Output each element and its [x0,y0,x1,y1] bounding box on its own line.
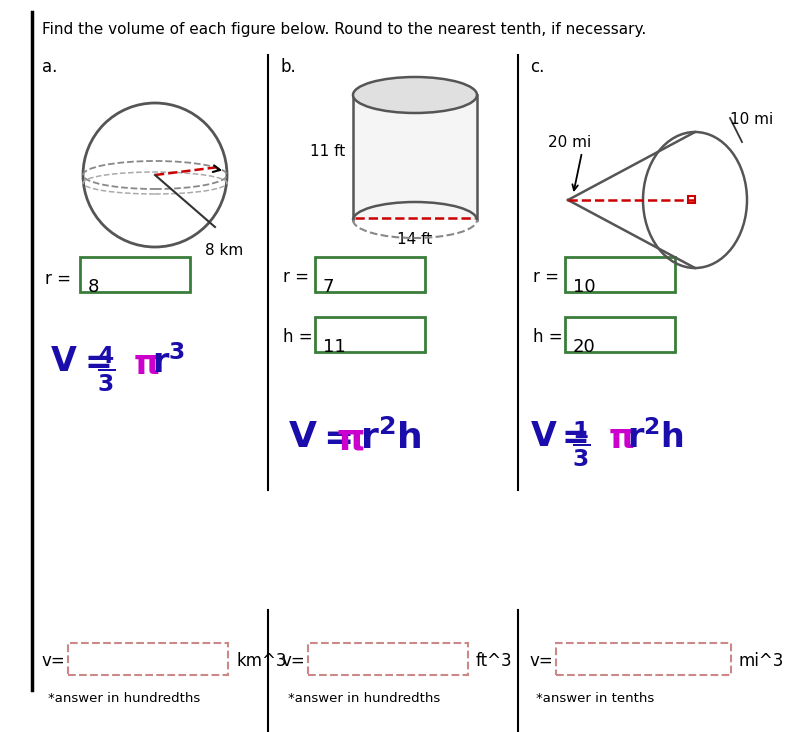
Text: 10: 10 [573,278,596,296]
Text: $\mathbf{=}$: $\mathbf{=}$ [316,420,351,454]
Text: $\mathbf{V}$: $\mathbf{V}$ [288,420,318,454]
Text: ft^3: ft^3 [476,652,513,670]
Text: $\mathbf{=}$: $\mathbf{=}$ [78,345,111,378]
Text: h =: h = [533,328,562,346]
Text: $\mathbf{\pi}$: $\mathbf{\pi}$ [608,422,634,455]
Bar [308,643,468,675]
Text: $\mathbf{r^3}$: $\mathbf{r^3}$ [152,345,185,380]
Text: km^3: km^3 [236,652,286,670]
Text: $\mathbf{\frac{1}{3}}$: $\mathbf{\frac{1}{3}}$ [572,420,590,469]
Ellipse shape [353,77,477,113]
Text: $\mathbf{r^2h}$: $\mathbf{r^2h}$ [360,420,422,456]
Bar [68,643,228,675]
Bar [315,317,425,352]
Text: v=: v= [42,652,66,670]
Text: 20 mi: 20 mi [548,135,591,150]
Text: $\mathbf{=}$: $\mathbf{=}$ [555,420,588,453]
Text: $\mathbf{\pi}$: $\mathbf{\pi}$ [133,348,159,381]
Text: 10 mi: 10 mi [730,112,774,127]
Text: c.: c. [530,58,544,76]
Text: $\mathbf{V}$: $\mathbf{V}$ [50,345,78,378]
Bar [556,643,731,675]
Text: 7: 7 [323,278,334,296]
Text: $\mathbf{\frac{4}{3}}$: $\mathbf{\frac{4}{3}}$ [97,345,115,395]
Text: r =: r = [45,270,71,288]
Text: 14 ft: 14 ft [398,232,433,247]
Text: 8: 8 [88,278,99,296]
Text: v=: v= [530,652,554,670]
Text: 20: 20 [573,338,596,356]
Text: $\mathbf{\pi}$: $\mathbf{\pi}$ [336,422,365,456]
Text: b.: b. [280,58,296,76]
Text: $\mathbf{V}$: $\mathbf{V}$ [530,420,558,453]
Bar [688,196,695,203]
Text: 8 km: 8 km [205,243,243,258]
Text: r =: r = [283,268,309,286]
Bar [315,257,425,292]
Bar [353,95,477,220]
Text: mi^3: mi^3 [739,652,784,670]
Text: v=: v= [282,652,306,670]
Text: r =: r = [533,268,559,286]
Bar [80,257,190,292]
Text: 11: 11 [323,338,346,356]
Text: Find the volume of each figure below. Round to the nearest tenth, if necessary.: Find the volume of each figure below. Ro… [42,22,646,37]
Text: *answer in hundredths: *answer in hundredths [288,692,440,705]
Text: *answer in hundredths: *answer in hundredths [48,692,200,705]
Text: a.: a. [42,58,58,76]
Bar [565,317,675,352]
Text: h =: h = [283,328,313,346]
Text: $\mathbf{r^2h}$: $\mathbf{r^2h}$ [627,420,684,455]
Bar [565,257,675,292]
Text: *answer in tenths: *answer in tenths [536,692,654,705]
Text: 11 ft: 11 ft [310,144,345,160]
